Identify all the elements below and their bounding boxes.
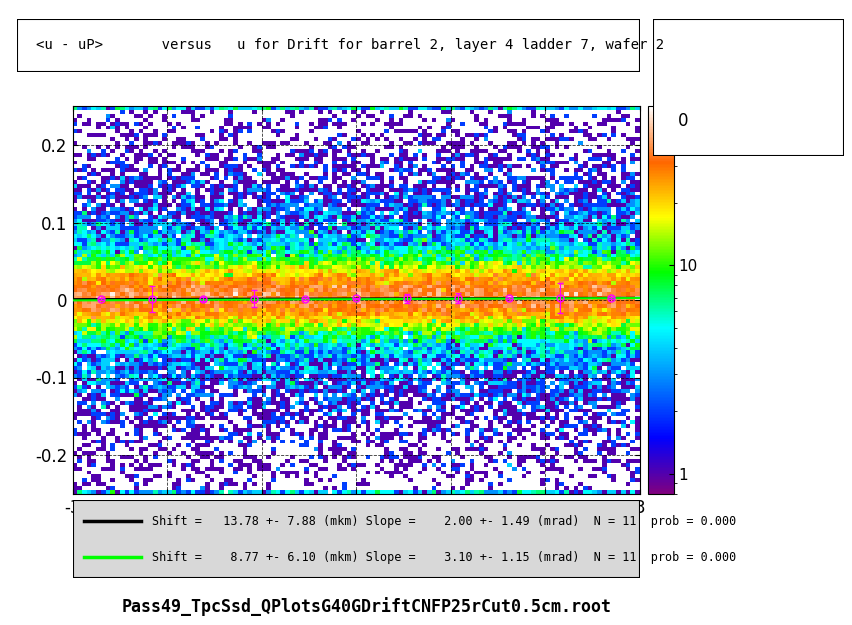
Text: Entries: Entries [659,46,708,60]
Text: 72512: 72512 [796,46,840,60]
Text: duuP4207: duuP4207 [700,21,795,39]
Text: Shift =   13.78 +- 7.88 (mkm) Slope =    2.00 +- 1.49 (mrad)  N = 11  prob = 0.0: Shift = 13.78 +- 7.88 (mkm) Slope = 2.00… [152,514,735,528]
Text: 0.007629: 0.007629 [774,67,840,81]
Text: <u - uP>       versus   u for Drift for barrel 2, layer 4 ladder 7, wafer 2: <u - uP> versus u for Drift for barrel 2… [36,38,663,52]
Text: Pass49_TpcSsd_QPlotsG40GDriftCNFP25rCut0.5cm.root: Pass49_TpcSsd_QPlotsG40GDriftCNFP25rCut0… [122,597,611,616]
Text: 0: 0 [677,112,688,131]
Text: 1.694: 1.694 [800,108,840,122]
Text: 0.08032: 0.08032 [783,129,840,142]
Text: RMS x: RMS x [659,108,702,122]
Text: Shift =    8.77 +- 6.10 (mkm) Slope =    3.10 +- 1.15 (mrad)  N = 11  prob = 0.0: Shift = 8.77 +- 6.10 (mkm) Slope = 3.10 … [152,551,735,564]
Text: Mean x: Mean x [659,67,710,81]
Text: -0.0004913: -0.0004913 [760,88,840,101]
Text: RMS y: RMS y [659,129,702,142]
Text: Mean y: Mean y [659,88,710,101]
